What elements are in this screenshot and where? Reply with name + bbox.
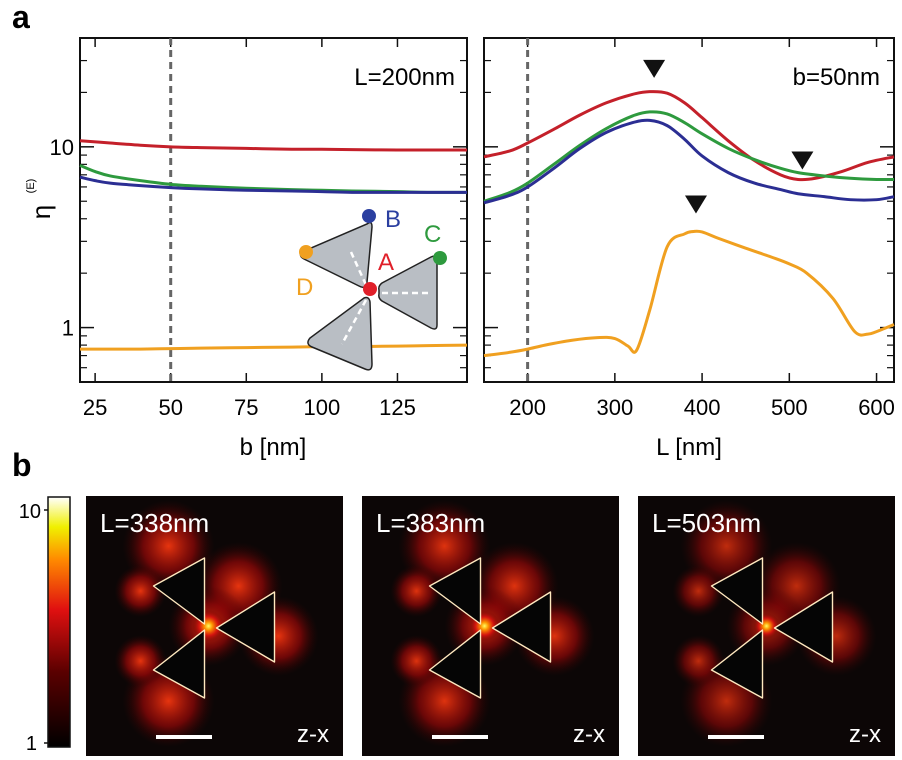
field-map-2: L=503nm z-x [638, 496, 895, 756]
x-tick-label: 125 [379, 395, 416, 420]
inset-label-C: C [424, 221, 441, 248]
field-hotspot [390, 565, 443, 617]
left-plot-frame [79, 37, 468, 383]
inset-label-D: D [296, 274, 313, 301]
right-markers [643, 59, 814, 214]
colorbar-gradient [47, 496, 71, 748]
colorbar: 10 1 [19, 496, 71, 755]
right-plot-annotation: b=50nm [793, 64, 880, 91]
right-plot-frame [483, 37, 895, 383]
field-maps: L=338nm z-x L=383nm z-x L=503nm z-x [86, 496, 895, 756]
field-hotspot [390, 635, 443, 687]
field-map-content [672, 500, 877, 747]
inset-triangle-lower [307, 296, 373, 371]
nanoprism-upper [428, 557, 482, 625]
inset-point-C [433, 251, 447, 265]
series-line-1 [79, 163, 468, 194]
x-tick-label: 400 [684, 395, 721, 420]
nanoprism-lower [152, 629, 206, 699]
series-line-2 [79, 175, 467, 194]
field-map-length-label: L=338nm [100, 508, 209, 538]
x-tick-label: 600 [858, 395, 895, 420]
series-line-3 [79, 343, 468, 351]
field-map-content [390, 500, 595, 747]
left-x-axis-label: b [nm] [240, 434, 307, 461]
x-tick-label: 100 [304, 395, 341, 420]
field-hotspot [114, 565, 167, 617]
nanoprism-upper [152, 557, 206, 625]
nanoprism-lower [428, 629, 482, 699]
x-tick-label: 500 [771, 395, 808, 420]
x-tick-label: 200 [509, 395, 546, 420]
field-map-content [114, 500, 319, 747]
right-plot: b=50nm L [nm] 200 300 400 500 600 [483, 37, 895, 461]
left-plot: L=200nm η (E) b [nm] 25 50 75 100 125 1 10 B C… [25, 37, 468, 461]
series-line-2 [483, 118, 895, 205]
field-hotspot [672, 565, 725, 617]
left-axis-ticks: 25 50 75 100 125 1 10 [50, 38, 467, 420]
inset-label-A: A [378, 249, 394, 276]
right-axis-ticks: 200 300 400 500 600 [484, 38, 895, 420]
nanoprism-right [491, 591, 552, 663]
left-series [79, 38, 468, 382]
series-line-3 [483, 229, 895, 358]
panel-label-a: a [12, 0, 30, 35]
peak-marker-1 [791, 151, 814, 170]
x-tick-label: 50 [158, 395, 182, 420]
peak-marker-0 [643, 59, 666, 78]
x-tick-label: 25 [83, 395, 107, 420]
field-map-length-label: L=383nm [376, 508, 485, 538]
field-map-plane-label: z-x [573, 721, 605, 748]
colorbar-max-label: 10 [19, 501, 41, 523]
series-line-0 [79, 139, 467, 152]
inset-label-B: B [385, 206, 401, 233]
left-plot-annotation: L=200nm [354, 64, 455, 91]
inset-point-A [363, 282, 377, 296]
field-map-1: L=383nm z-x [362, 496, 619, 756]
right-x-axis-label: L [nm] [656, 434, 722, 461]
series-line-0 [483, 90, 895, 182]
y-tick-label: 10 [50, 135, 74, 160]
peak-marker-2 [684, 195, 707, 214]
x-tick-label: 75 [234, 395, 258, 420]
y-axis-label: η (E) [25, 179, 56, 220]
panel-label-b: b [12, 447, 32, 483]
field-map-plane-label: z-x [297, 721, 329, 748]
y-tick-label: 1 [62, 316, 74, 341]
field-map-length-label: L=503nm [652, 508, 761, 538]
series-line-1 [483, 110, 895, 203]
inset-axis-lower [340, 299, 368, 345]
inset-axis-upper [349, 251, 368, 286]
nanoprism-upper [710, 557, 764, 625]
nanoprism-right [215, 591, 276, 663]
field-map-plane-label: z-x [849, 721, 881, 748]
trimer-inset: B C A D [296, 206, 447, 371]
x-tick-label: 300 [596, 395, 633, 420]
nanoprism-right [773, 591, 834, 663]
colorbar-min-label: 1 [26, 733, 37, 755]
field-map-0: L=338nm z-x [86, 496, 343, 756]
inset-point-B [362, 209, 376, 223]
right-series [483, 38, 895, 382]
nanoprism-lower [710, 629, 764, 699]
field-hotspot [114, 635, 167, 687]
y-axis-label-superscript: (E) [25, 179, 37, 194]
field-hotspot [672, 635, 725, 687]
y-axis-label-main: η [26, 205, 56, 219]
inset-point-D [299, 245, 313, 259]
